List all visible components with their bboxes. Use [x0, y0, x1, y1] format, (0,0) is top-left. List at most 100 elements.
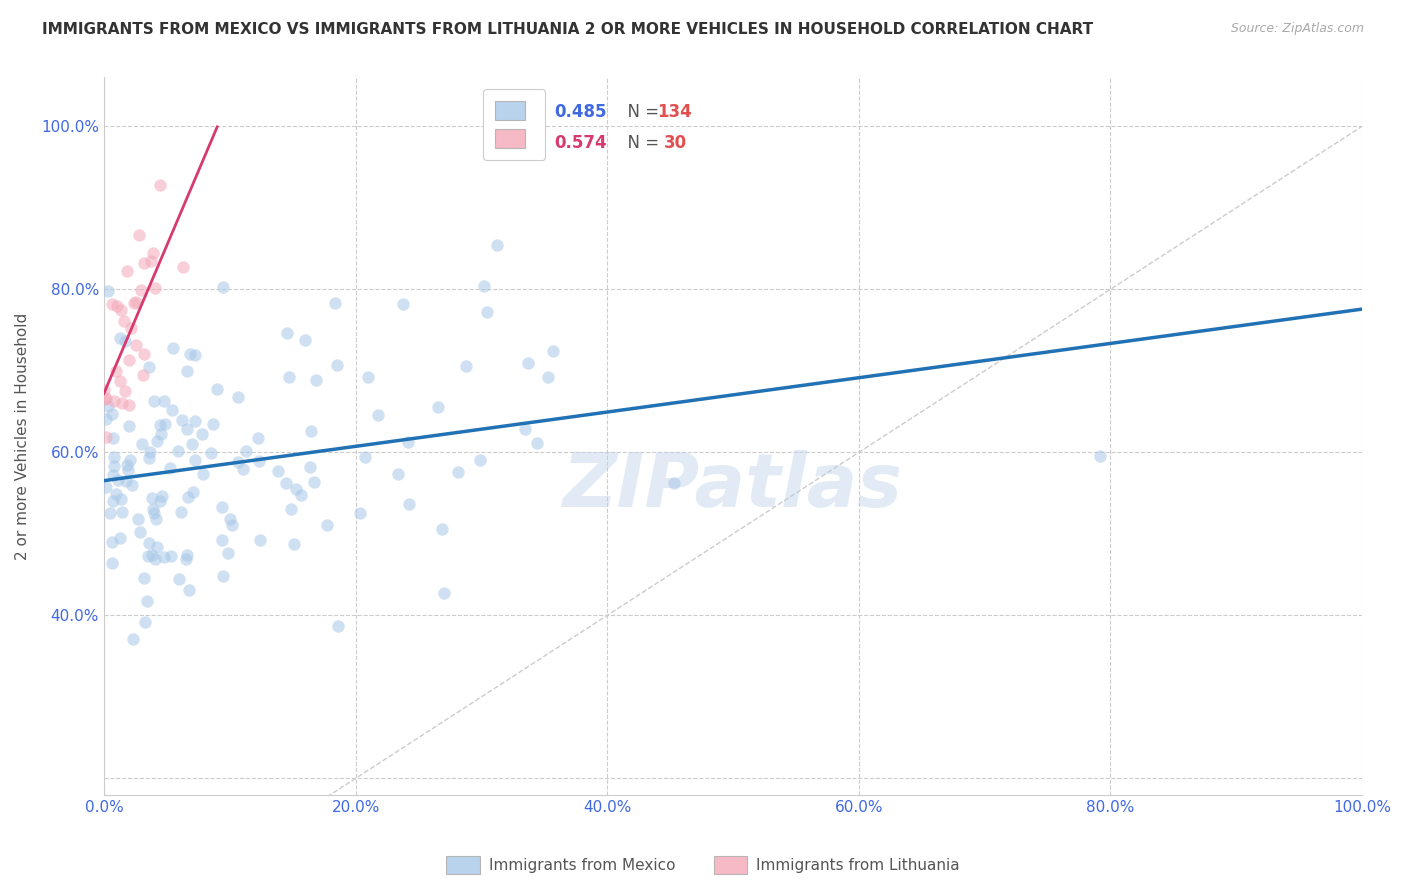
Legend: Immigrants from Mexico, Immigrants from Lithuania: Immigrants from Mexico, Immigrants from …	[440, 850, 966, 880]
Point	[537, 369, 560, 384]
Point	[98, 506, 121, 520]
Point	[127, 512, 149, 526]
Point	[142, 245, 165, 260]
Point	[274, 476, 297, 491]
Point	[111, 396, 134, 410]
Point	[108, 331, 131, 345]
Point	[283, 537, 305, 551]
Point	[184, 414, 207, 428]
Point	[472, 278, 495, 293]
Point	[299, 459, 322, 474]
Point	[96, 430, 118, 444]
Point	[114, 474, 136, 488]
Point	[136, 594, 159, 608]
Point	[114, 384, 136, 398]
Point	[101, 468, 124, 483]
Point	[94, 392, 117, 406]
Point	[179, 347, 201, 361]
Point	[191, 467, 214, 482]
Point	[323, 295, 346, 310]
Point	[246, 431, 269, 445]
Point	[212, 279, 235, 293]
Text: ZIPatlas: ZIPatlas	[562, 450, 903, 523]
Point	[219, 512, 242, 526]
Point	[141, 549, 163, 563]
Point	[280, 502, 302, 516]
Point	[391, 297, 413, 311]
Point	[129, 283, 152, 297]
Point	[354, 450, 377, 465]
Point	[132, 346, 155, 360]
Point	[301, 424, 323, 438]
Point	[468, 453, 491, 467]
Point	[103, 394, 125, 409]
Point	[152, 394, 174, 409]
Point	[114, 334, 136, 349]
Point	[176, 551, 198, 566]
Point	[179, 583, 201, 598]
Point	[211, 500, 233, 514]
Point	[134, 615, 156, 629]
Point	[93, 383, 115, 397]
Point	[181, 485, 204, 500]
Point	[398, 497, 420, 511]
Point	[515, 422, 537, 436]
Point	[118, 419, 141, 434]
Point	[115, 458, 138, 473]
Point	[149, 427, 172, 442]
Point	[447, 465, 470, 479]
Point	[142, 502, 165, 516]
Point	[177, 490, 200, 504]
Point	[432, 522, 454, 536]
Point	[149, 417, 172, 432]
Point	[235, 443, 257, 458]
Point	[97, 399, 120, 413]
Point	[101, 297, 124, 311]
Point	[159, 461, 181, 475]
Text: 0.485: 0.485	[554, 103, 607, 121]
Point	[103, 450, 125, 465]
Point	[166, 443, 188, 458]
Point	[276, 326, 298, 341]
Point	[205, 382, 228, 396]
Point	[122, 632, 145, 646]
Point	[139, 253, 162, 268]
Point	[396, 434, 419, 449]
Point	[100, 534, 122, 549]
Point	[145, 512, 167, 526]
Point	[162, 341, 184, 355]
Point	[211, 533, 233, 547]
Point	[132, 368, 155, 382]
Point	[162, 402, 184, 417]
Point	[456, 359, 478, 373]
Point	[96, 392, 118, 406]
Point	[304, 373, 326, 387]
Point	[357, 369, 380, 384]
Point	[176, 422, 198, 436]
Point	[526, 436, 548, 450]
Legend: , : ,	[484, 89, 546, 160]
Point	[110, 302, 132, 317]
Point	[108, 374, 131, 388]
Text: N =: N =	[617, 103, 665, 121]
Point	[232, 462, 254, 476]
Point	[103, 459, 125, 474]
Point	[294, 334, 316, 348]
Point	[138, 549, 160, 563]
Point	[142, 394, 165, 409]
Point	[105, 487, 128, 501]
Point	[367, 408, 389, 422]
Point	[226, 390, 249, 404]
Point	[103, 431, 125, 445]
Point	[97, 284, 120, 298]
Point	[284, 482, 307, 496]
Point	[662, 475, 685, 490]
Point	[100, 407, 122, 421]
Point	[226, 455, 249, 469]
Point	[117, 398, 139, 412]
Point	[167, 572, 190, 586]
Point	[184, 452, 207, 467]
Point	[112, 314, 135, 328]
Text: N =: N =	[617, 135, 665, 153]
Text: Source: ZipAtlas.com: Source: ZipAtlas.com	[1230, 22, 1364, 36]
